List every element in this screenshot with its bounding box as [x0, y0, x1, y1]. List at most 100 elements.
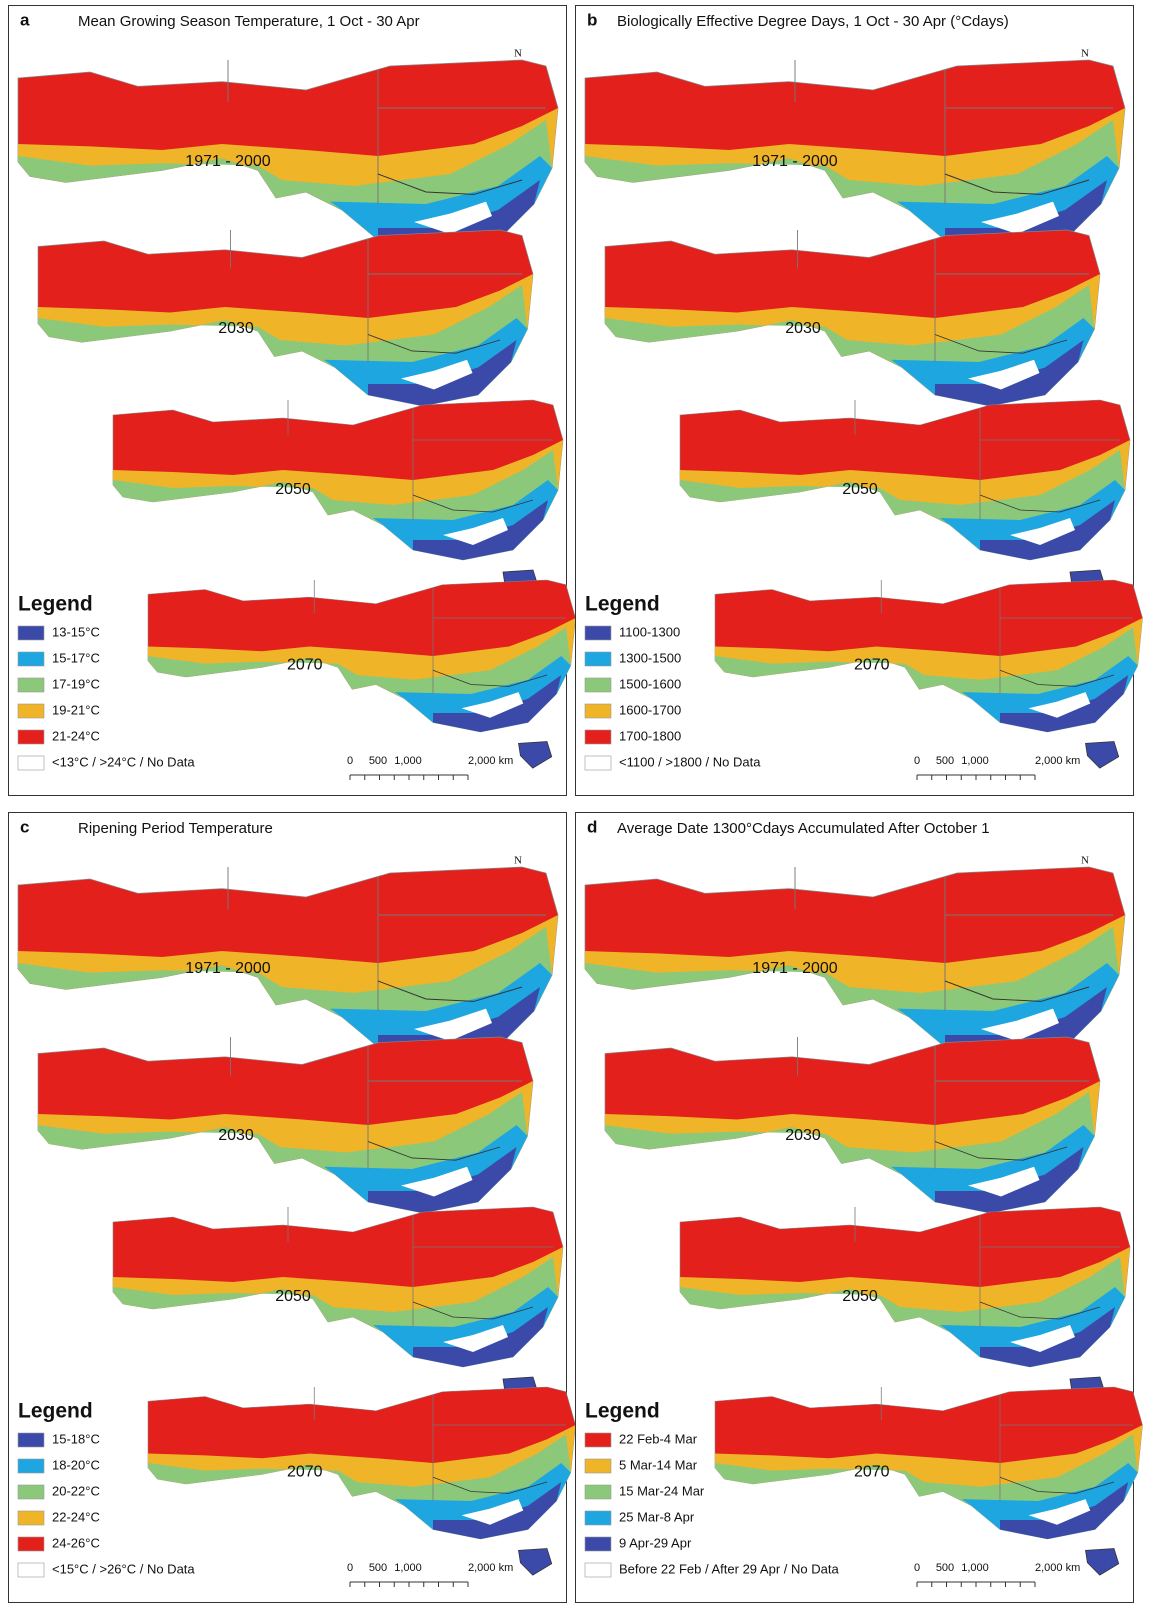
scale-label: 1,000	[961, 1562, 989, 1574]
legend-label: 1300-1500	[619, 650, 681, 665]
year-label: 2030	[785, 320, 821, 337]
north-label: N	[514, 855, 522, 867]
legend-label: 22 Feb-4 Mar	[619, 1431, 698, 1446]
legend-swatch	[18, 652, 44, 666]
legend-swatch	[585, 652, 611, 666]
panel-title: Mean Growing Season Temperature, 1 Oct -…	[78, 13, 420, 30]
legend-swatch	[18, 704, 44, 718]
scale-label: 0	[914, 755, 920, 767]
legend-swatch	[18, 1433, 44, 1447]
legend-swatch	[18, 626, 44, 640]
legend-label: <1100 / >1800 / No Data	[619, 754, 761, 769]
legend-label: 15-17°C	[52, 650, 100, 665]
scale-label: 0	[347, 755, 353, 767]
legend-swatch	[18, 678, 44, 692]
legend-label: 1100-1300	[619, 624, 680, 639]
panel: d Average Date 1300°Cdays Accumulated Aft…	[576, 813, 1143, 1603]
year-label: 2070	[854, 1464, 890, 1481]
year-label: 1971 - 2000	[752, 960, 838, 977]
scale-label: 0	[347, 1562, 353, 1574]
legend-swatch	[18, 1537, 44, 1551]
year-label: 2030	[785, 1127, 821, 1144]
north-label: N	[1081, 855, 1089, 867]
north-label: N	[514, 48, 522, 60]
year-label: 2030	[218, 320, 254, 337]
panel: c Ripening Period Temperature N 1971 - 2000…	[9, 813, 576, 1603]
year-label: 2070	[854, 657, 890, 674]
scale-label: 2,000 km	[468, 755, 513, 767]
legend-label: 19-21°C	[52, 702, 100, 717]
legend-label: Before 22 Feb / After 29 Apr / No Data	[619, 1561, 839, 1576]
scale-label: 500	[936, 755, 954, 767]
scale-label: 500	[369, 1562, 387, 1574]
legend-swatch	[585, 1537, 611, 1551]
panel: b Biologically Effective Degree Days, 1 O…	[576, 6, 1143, 796]
scale-label: 1,000	[394, 755, 422, 767]
year-label: 1971 - 2000	[185, 153, 271, 170]
figure: a Mean Growing Season Temperature, 1 Oct …	[0, 0, 1150, 1605]
legend-swatch	[18, 730, 44, 744]
legend-swatch	[585, 1485, 611, 1499]
legend-label: 1600-1700	[619, 702, 681, 717]
panel-letter: b	[587, 10, 597, 29]
scale-label: 2,000 km	[1035, 755, 1080, 767]
legend-label: 9 Apr-29 Apr	[619, 1535, 692, 1550]
legend-label: <13°C / >24°C / No Data	[52, 754, 195, 769]
panel-title: Biologically Effective Degree Days, 1 Oc…	[617, 13, 1009, 30]
legend-swatch	[585, 1459, 611, 1473]
year-label: 1971 - 2000	[752, 153, 838, 170]
legend-label: 1700-1800	[619, 728, 681, 743]
scale-label: 500	[936, 1562, 954, 1574]
legend-swatch	[585, 1433, 611, 1447]
panel-letter: d	[587, 817, 597, 836]
panel-title: Ripening Period Temperature	[78, 820, 273, 837]
year-label: 1971 - 2000	[185, 960, 271, 977]
panel: a Mean Growing Season Temperature, 1 Oct …	[9, 6, 576, 796]
legend-label: 1500-1600	[619, 676, 681, 691]
year-label: 2050	[275, 481, 311, 498]
legend-label: 22-24°C	[52, 1509, 100, 1524]
legend-label: <15°C / >26°C / No Data	[52, 1561, 195, 1576]
legend-label: 15-18°C	[52, 1431, 100, 1446]
legend-swatch	[18, 756, 44, 770]
legend-label: 5 Mar-14 Mar	[619, 1457, 698, 1472]
panel-letter: c	[20, 817, 29, 836]
legend-title: Legend	[585, 593, 660, 616]
legend-swatch	[585, 1511, 611, 1525]
year-label: 2070	[287, 657, 323, 674]
legend-title: Legend	[18, 1400, 93, 1423]
legend-swatch	[18, 1485, 44, 1499]
legend-label: 18-20°C	[52, 1457, 100, 1472]
north-label: N	[1081, 48, 1089, 60]
scale-label: 2,000 km	[468, 1562, 513, 1574]
year-label: 2070	[287, 1464, 323, 1481]
legend-swatch	[585, 1563, 611, 1577]
legend-title: Legend	[585, 1400, 660, 1423]
legend-swatch	[585, 756, 611, 770]
scale-label: 0	[914, 1562, 920, 1574]
legend-label: 17-19°C	[52, 676, 100, 691]
legend-swatch	[585, 730, 611, 744]
legend-swatch	[18, 1459, 44, 1473]
legend-label: 25 Mar-8 Apr	[619, 1509, 695, 1524]
year-label: 2050	[842, 1288, 878, 1305]
scale-label: 1,000	[961, 755, 989, 767]
scale-label: 1,000	[394, 1562, 422, 1574]
legend-label: 20-22°C	[52, 1483, 100, 1498]
legend-swatch	[585, 704, 611, 718]
year-label: 2050	[842, 481, 878, 498]
legend-swatch	[18, 1511, 44, 1525]
legend-swatch	[585, 678, 611, 692]
legend-swatch	[18, 1563, 44, 1577]
legend-swatch	[585, 626, 611, 640]
legend-label: 24-26°C	[52, 1535, 100, 1550]
panel-title: Average Date 1300°Cdays Accumulated Afte…	[617, 820, 990, 837]
year-label: 2050	[275, 1288, 311, 1305]
legend-label: 13-15°C	[52, 624, 100, 639]
year-label: 2030	[218, 1127, 254, 1144]
legend-title: Legend	[18, 593, 93, 616]
legend-label: 15 Mar-24 Mar	[619, 1483, 705, 1498]
panel-letter: a	[20, 10, 30, 29]
legend-label: 21-24°C	[52, 728, 100, 743]
scale-label: 2,000 km	[1035, 1562, 1080, 1574]
